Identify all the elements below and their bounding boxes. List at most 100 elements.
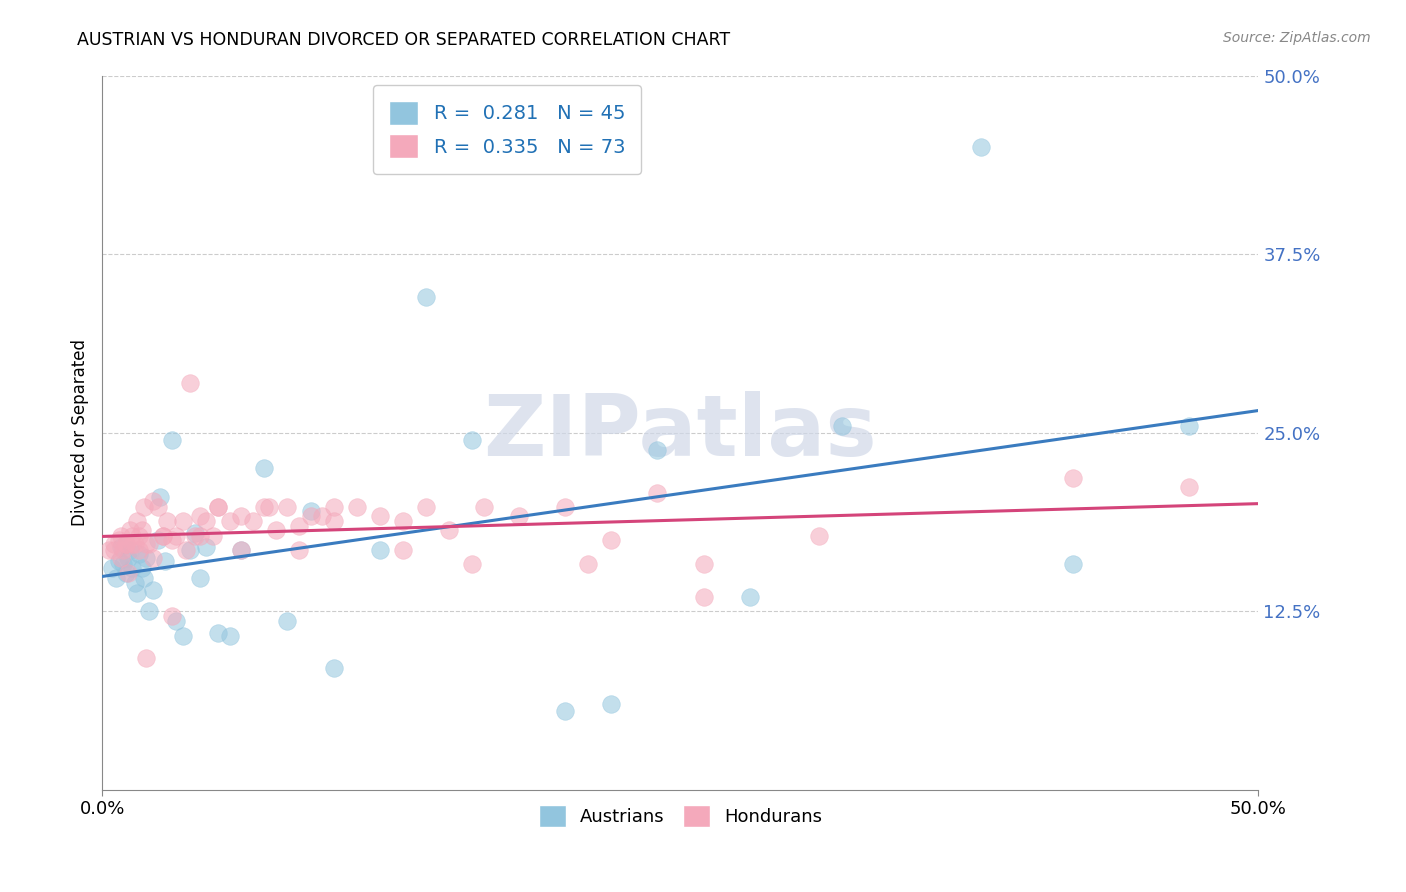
- Point: [128, 528, 150, 542]
- Point: [127, 514, 149, 528]
- Point: [110, 528, 132, 542]
- Point: [132, 500, 155, 514]
- Point: [276, 615, 298, 629]
- Point: [808, 528, 831, 542]
- Point: [100, 561, 122, 575]
- Point: [253, 461, 276, 475]
- Point: [121, 537, 143, 551]
- Point: [142, 582, 165, 597]
- Point: [114, 537, 136, 551]
- Point: [392, 514, 415, 528]
- Point: [172, 629, 194, 643]
- Point: [508, 508, 530, 523]
- Point: [124, 537, 146, 551]
- Point: [160, 608, 183, 623]
- Point: [600, 697, 623, 711]
- Point: [138, 537, 160, 551]
- Point: [231, 542, 253, 557]
- Point: [112, 557, 135, 571]
- Point: [135, 537, 157, 551]
- Point: [218, 629, 240, 643]
- Point: [152, 528, 174, 542]
- Point: [188, 571, 211, 585]
- Text: AUSTRIAN VS HONDURAN DIVORCED OR SEPARATED CORRELATION CHART: AUSTRIAN VS HONDURAN DIVORCED OR SEPARAT…: [77, 31, 731, 49]
- Point: [120, 542, 142, 557]
- Point: [107, 554, 129, 568]
- Point: [554, 500, 576, 514]
- Point: [207, 500, 229, 514]
- Point: [131, 523, 153, 537]
- Point: [172, 514, 194, 528]
- Point: [117, 551, 139, 566]
- Point: [98, 542, 121, 557]
- Point: [128, 547, 150, 561]
- Point: [132, 571, 155, 585]
- Point: [153, 554, 176, 568]
- Point: [179, 542, 201, 557]
- Point: [138, 604, 160, 618]
- Point: [202, 528, 225, 542]
- Point: [368, 508, 391, 523]
- Point: [124, 575, 146, 590]
- Point: [1063, 557, 1085, 571]
- Point: [831, 418, 853, 433]
- Point: [415, 290, 437, 304]
- Point: [1178, 418, 1201, 433]
- Point: [195, 514, 218, 528]
- Point: [107, 533, 129, 547]
- Point: [322, 514, 344, 528]
- Legend: Austrians, Hondurans: Austrians, Hondurans: [531, 798, 830, 835]
- Point: [576, 557, 599, 571]
- Point: [127, 586, 149, 600]
- Point: [299, 508, 322, 523]
- Point: [114, 537, 136, 551]
- Point: [346, 500, 368, 514]
- Point: [165, 615, 187, 629]
- Point: [184, 525, 207, 540]
- Point: [461, 433, 484, 447]
- Point: [179, 376, 201, 390]
- Point: [368, 542, 391, 557]
- Point: [692, 590, 714, 604]
- Point: [392, 542, 415, 557]
- Point: [207, 625, 229, 640]
- Point: [647, 442, 669, 457]
- Point: [461, 557, 484, 571]
- Point: [103, 537, 125, 551]
- Point: [311, 508, 333, 523]
- Point: [160, 433, 183, 447]
- Point: [264, 523, 287, 537]
- Point: [253, 500, 276, 514]
- Point: [738, 590, 761, 604]
- Point: [231, 508, 253, 523]
- Text: Source: ZipAtlas.com: Source: ZipAtlas.com: [1223, 31, 1371, 45]
- Point: [160, 533, 183, 547]
- Point: [647, 485, 669, 500]
- Point: [135, 551, 157, 566]
- Point: [121, 561, 143, 575]
- Point: [415, 500, 437, 514]
- Point: [188, 528, 211, 542]
- Point: [156, 514, 179, 528]
- Point: [218, 514, 240, 528]
- Y-axis label: Divorced or Separated: Divorced or Separated: [72, 339, 89, 526]
- Point: [288, 542, 311, 557]
- Point: [135, 651, 157, 665]
- Point: [110, 540, 132, 554]
- Point: [142, 551, 165, 566]
- Text: ZIPatlas: ZIPatlas: [484, 392, 877, 475]
- Point: [554, 704, 576, 718]
- Point: [103, 542, 125, 557]
- Point: [242, 514, 264, 528]
- Point: [299, 504, 322, 518]
- Point: [257, 500, 280, 514]
- Point: [121, 528, 143, 542]
- Point: [149, 490, 172, 504]
- Point: [146, 500, 169, 514]
- Point: [322, 661, 344, 675]
- Point: [117, 566, 139, 580]
- Point: [1178, 480, 1201, 494]
- Point: [322, 500, 344, 514]
- Point: [131, 561, 153, 575]
- Point: [439, 523, 461, 537]
